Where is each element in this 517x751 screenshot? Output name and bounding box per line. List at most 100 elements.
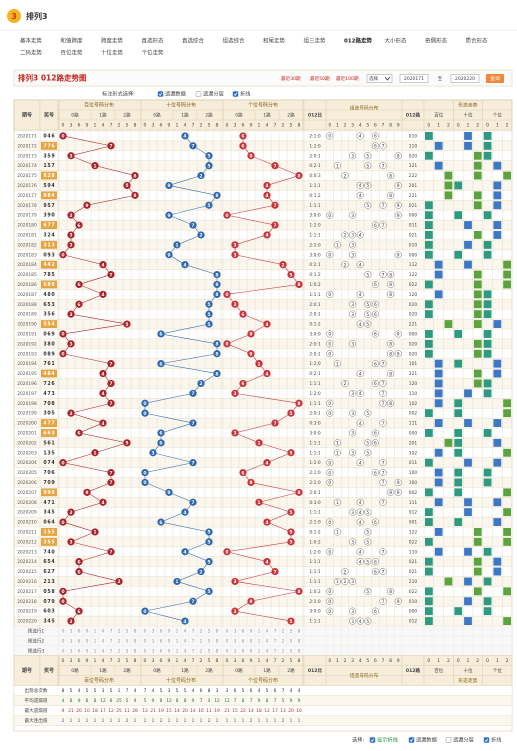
footer-checkbox[interactable]: [483, 737, 490, 743]
predict-digit[interactable]: 5: [208, 648, 211, 654]
recent-filter[interactable]: 最近30期: [281, 75, 301, 82]
predict-digit[interactable]: 3: [152, 638, 155, 644]
predict-digit[interactable]: 0: [226, 628, 229, 634]
predict-digit[interactable]: 3: [70, 648, 73, 654]
predict-digit[interactable]: 6: [78, 638, 81, 644]
predict-digit[interactable]: 1: [94, 628, 97, 634]
predict-digit[interactable]: 3: [234, 648, 237, 654]
option-checkbox[interactable]: [232, 91, 239, 97]
to-text[interactable]: 2020220: [455, 76, 475, 82]
predict-digit[interactable]: 5: [208, 628, 211, 634]
nav-tab[interactable]: 质合形态: [466, 37, 489, 45]
nav-tab[interactable]: 十位走势: [101, 49, 124, 57]
footer-option[interactable]: 显示折线: [377, 736, 398, 744]
predict-digit[interactable]: 0: [144, 648, 147, 654]
predict-digit[interactable]: 2: [200, 648, 203, 654]
predict-digit[interactable]: 8: [216, 628, 219, 634]
predict-digit[interactable]: 7: [274, 628, 277, 634]
predict-digit[interactable]: 6: [242, 648, 245, 654]
predict-digit[interactable]: 5: [290, 648, 293, 654]
nav-tab[interactable]: 直选形态: [142, 37, 165, 45]
predict-digit[interactable]: 7: [110, 628, 113, 634]
predict-digit[interactable]: 7: [110, 648, 113, 654]
predict-digit[interactable]: 3: [70, 638, 73, 644]
predict-digit[interactable]: 9: [168, 638, 171, 644]
predict-digit[interactable]: 6: [160, 628, 163, 634]
predict-digit[interactable]: 7: [274, 638, 277, 644]
predict-digit[interactable]: 5: [126, 648, 129, 654]
predict-digit[interactable]: 2: [200, 628, 203, 634]
predict-digit[interactable]: 8: [298, 638, 301, 644]
predict-digit[interactable]: 2: [282, 648, 285, 654]
predict-digit[interactable]: 1: [258, 638, 261, 644]
predict-digit[interactable]: 1: [94, 638, 97, 644]
predict-digit[interactable]: 1: [176, 648, 179, 654]
predict-digit[interactable]: 3: [152, 628, 155, 634]
predict-digit[interactable]: 7: [274, 648, 277, 654]
predict-digit[interactable]: 0: [144, 628, 147, 634]
predict-digit[interactable]: 9: [250, 628, 253, 634]
select-box[interactable]: [366, 74, 393, 83]
predict-digit[interactable]: 4: [266, 628, 269, 634]
recent-filter[interactable]: 最近100期: [336, 75, 359, 82]
predict-digit[interactable]: 0: [62, 628, 65, 634]
predict-digit[interactable]: 0: [62, 638, 65, 644]
nav-tab[interactable]: 和值跨度: [61, 37, 84, 45]
predict-digit[interactable]: 0: [226, 648, 229, 654]
predict-digit[interactable]: 9: [250, 648, 253, 654]
predict-digit[interactable]: 8: [134, 628, 137, 634]
nav-tab[interactable]: 奇偶形态: [425, 37, 448, 45]
nav-tab[interactable]: 和尾走势: [263, 37, 286, 45]
predict-digit[interactable]: 1: [176, 638, 179, 644]
predict-digit[interactable]: 7: [110, 638, 113, 644]
option-checkbox[interactable]: [157, 91, 164, 97]
predict-digit[interactable]: 8: [298, 628, 301, 634]
predict-digit[interactable]: 4: [184, 638, 187, 644]
predict-digit[interactable]: 8: [216, 638, 219, 644]
predict-digit[interactable]: 4: [184, 648, 187, 654]
predict-digit[interactable]: 2: [118, 648, 121, 654]
predict-digit[interactable]: 2: [118, 628, 121, 634]
predict-digit[interactable]: 1: [258, 628, 261, 634]
nav-tab[interactable]: 个位走势: [142, 49, 165, 57]
predict-digit[interactable]: 6: [78, 648, 81, 654]
query-button[interactable]: [486, 74, 504, 83]
predict-digit[interactable]: 2: [282, 628, 285, 634]
footer-option[interactable]: 遗漏分层: [453, 736, 474, 744]
from-input[interactable]: [399, 74, 429, 83]
predict-digit[interactable]: 6: [160, 648, 163, 654]
predict-digit[interactable]: 0: [226, 638, 229, 644]
predict-digit[interactable]: 6: [242, 628, 245, 634]
nav-tab[interactable]: 组三走势: [304, 37, 327, 45]
predict-digit[interactable]: 4: [102, 648, 105, 654]
predict-digit[interactable]: 1: [94, 648, 97, 654]
predict-digit[interactable]: 7: [192, 648, 195, 654]
predict-digit[interactable]: 7: [192, 638, 195, 644]
predict-digit[interactable]: 4: [266, 648, 269, 654]
select-text[interactable]: 选择: [369, 75, 378, 82]
predict-digit[interactable]: 9: [250, 638, 253, 644]
predict-digit[interactable]: 3: [152, 648, 155, 654]
predict-digit[interactable]: 0: [144, 638, 147, 644]
predict-digit[interactable]: 8: [134, 648, 137, 654]
predict-digit[interactable]: 2: [118, 638, 121, 644]
predict-digit[interactable]: 3: [234, 628, 237, 634]
option-text[interactable]: 遗漏分层: [203, 90, 224, 98]
predict-digit[interactable]: 9: [86, 648, 89, 654]
footer-checkbox[interactable]: [445, 737, 452, 743]
predict-digit[interactable]: 5: [126, 628, 129, 634]
predict-digit[interactable]: 4: [102, 638, 105, 644]
predict-digit[interactable]: 7: [192, 628, 195, 634]
predict-digit[interactable]: 1: [176, 628, 179, 634]
predict-digit[interactable]: 8: [134, 638, 137, 644]
predict-digit[interactable]: 4: [184, 628, 187, 634]
predict-digit[interactable]: 5: [208, 638, 211, 644]
nav-tab[interactable]: 跨度走势: [101, 37, 124, 45]
recent-filter[interactable]: 最近50期: [310, 75, 330, 82]
option-text[interactable]: 折线: [240, 90, 250, 98]
nav-tab[interactable]: 直选综合: [182, 37, 205, 45]
footer-checkbox[interactable]: [369, 737, 376, 743]
predict-digit[interactable]: 4: [266, 638, 269, 644]
predict-digit[interactable]: 5: [290, 628, 293, 634]
predict-digit[interactable]: 3: [234, 638, 237, 644]
